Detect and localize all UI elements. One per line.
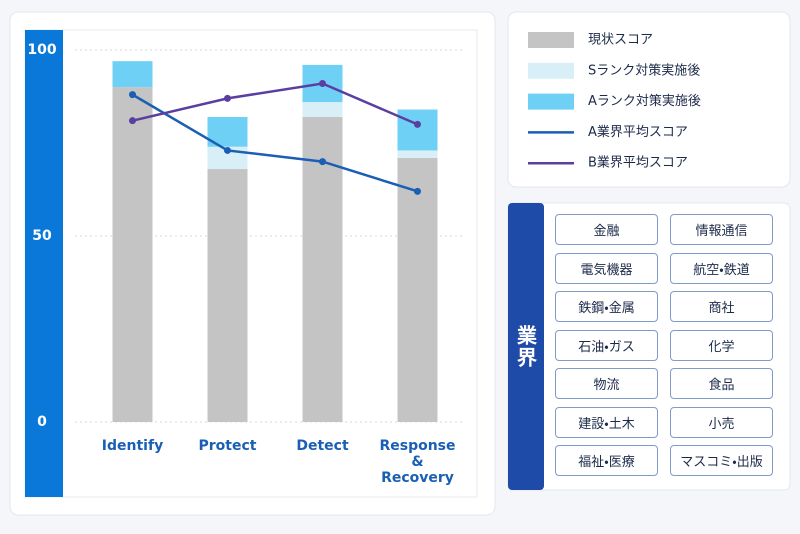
legend-card (507, 11, 791, 188)
bar-segment (112, 61, 153, 88)
line-series (131, 93, 418, 193)
legend-label: B業界平均スコア (588, 155, 688, 171)
industry-band (508, 203, 544, 490)
industry-button[interactable]: マスコミ・出版 (670, 445, 773, 476)
x-tick-label: Identify (101, 438, 164, 454)
x-tick-label: Detect (296, 438, 349, 454)
line-point (414, 120, 421, 128)
line-point (129, 91, 136, 99)
bar-segment (397, 150, 438, 158)
industry-button[interactable]: 化学 (670, 329, 773, 361)
industry-button[interactable]: 石油・ガス (555, 329, 658, 361)
industry-button[interactable]: 食品 (670, 368, 773, 399)
industry-button[interactable]: 小売 (670, 406, 773, 438)
industry-button[interactable]: 鉄鋼・金属 (555, 291, 658, 322)
x-tick-label: Protect (198, 438, 257, 454)
line-point (319, 79, 326, 87)
industry-title: 業界 (513, 324, 538, 369)
industry-button[interactable]: 航空・鉄道 (670, 252, 773, 284)
legend-label: Sランク対策実施後 (588, 62, 700, 78)
legend-label: A業界平均スコア (588, 124, 688, 140)
bar-segment (112, 87, 153, 422)
bar-segment (397, 109, 438, 151)
line-point (224, 146, 231, 154)
bar-segment (302, 102, 343, 117)
line-point (224, 94, 231, 102)
bar-segment (302, 116, 343, 423)
y-tick-label: 100 (27, 42, 56, 58)
y-axis-band (25, 30, 63, 497)
industry-button[interactable]: 情報通信 (670, 214, 773, 245)
bar-segment (207, 169, 248, 422)
industry-button[interactable]: 金融 (555, 214, 658, 245)
legend-swatch (528, 93, 574, 110)
y-tick-label: 0 (37, 414, 47, 430)
industry-button[interactable]: 建設・土木 (555, 406, 658, 438)
line-series (132, 82, 418, 126)
industry-button[interactable]: 商社 (670, 291, 773, 322)
x-tick-label: Response & Recovery (379, 438, 456, 486)
industry-button[interactable]: 物流 (555, 368, 658, 399)
industry-button[interactable]: 福祉・医療 (555, 445, 658, 476)
legend-label: Aランク対策実施後 (588, 93, 701, 109)
legend-label: 現状スコア (588, 33, 653, 48)
line-point (414, 187, 421, 195)
line-point (129, 117, 136, 125)
legend-swatch (528, 32, 574, 48)
bar-segment (397, 157, 438, 422)
legend-swatch (528, 62, 574, 79)
industry-button[interactable]: 電気機器 (555, 252, 658, 284)
line-point (319, 158, 326, 166)
y-tick-label: 50 (32, 228, 52, 244)
